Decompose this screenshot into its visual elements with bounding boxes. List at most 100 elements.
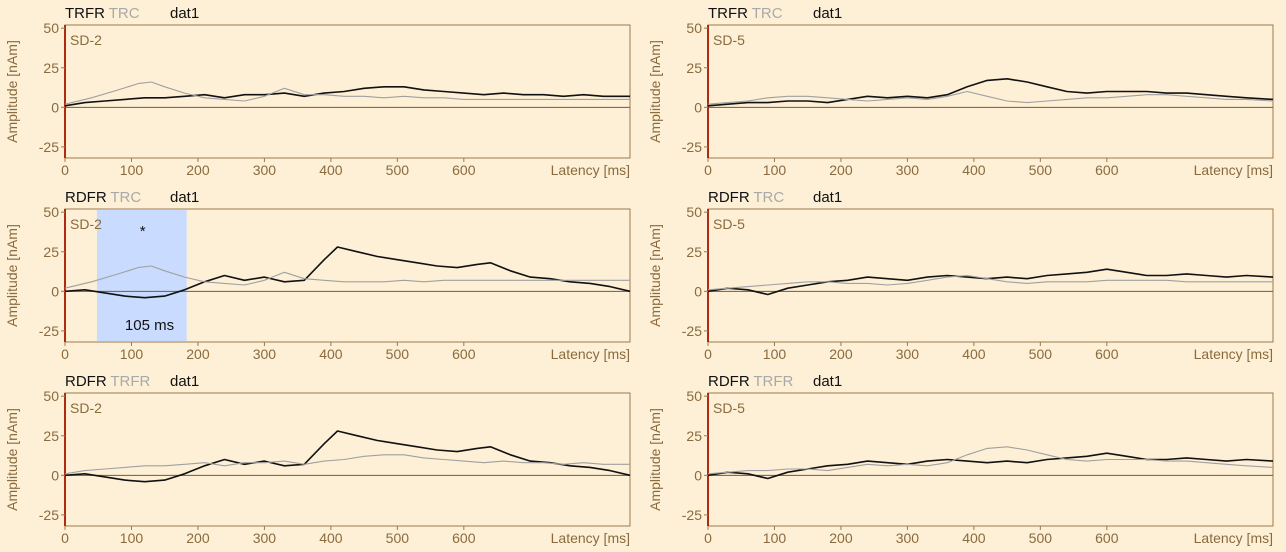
x-tick-label: 400 bbox=[319, 530, 343, 546]
x-tick-label: 200 bbox=[829, 162, 853, 178]
x-tick-label: 0 bbox=[61, 162, 69, 178]
x-tick-label: 300 bbox=[896, 346, 920, 362]
y-tick-label: 25 bbox=[686, 60, 702, 76]
condition-2-label: TRC bbox=[109, 5, 140, 22]
series-line-comparison bbox=[707, 90, 1274, 105]
condition-1-label: RDFR bbox=[65, 189, 107, 206]
x-tick-label: 600 bbox=[452, 162, 476, 178]
source-label: SD-5 bbox=[713, 32, 745, 48]
y-tick-label: -25 bbox=[682, 139, 702, 155]
x-tick-label: 500 bbox=[1029, 346, 1053, 362]
series-line-comparison bbox=[64, 81, 630, 105]
x-axis-label: Latency [ms] bbox=[1194, 162, 1273, 178]
x-tick-label: 600 bbox=[1095, 346, 1119, 362]
x-tick-label: 0 bbox=[704, 162, 712, 178]
series-line-primary bbox=[64, 430, 631, 483]
x-tick-label: 100 bbox=[763, 530, 787, 546]
x-axis-label: Latency [ms] bbox=[551, 162, 630, 178]
x-axis-label: Latency [ms] bbox=[551, 346, 630, 362]
series-line-primary bbox=[707, 78, 1274, 107]
x-tick-label: 300 bbox=[253, 162, 277, 178]
y-axis-label: Amplitude [nAm] bbox=[647, 408, 663, 511]
plot-area bbox=[707, 392, 1274, 527]
x-tick-label: 500 bbox=[386, 530, 410, 546]
series-line-comparison bbox=[707, 274, 1273, 291]
x-tick-label: 100 bbox=[120, 346, 144, 362]
y-tick-label: 0 bbox=[51, 99, 59, 115]
source-label: SD-5 bbox=[713, 216, 745, 232]
dataset-label: dat1 bbox=[170, 189, 199, 206]
x-tick-label: 300 bbox=[253, 346, 277, 362]
x-tick-label: 0 bbox=[61, 530, 69, 546]
x-tick-label: 200 bbox=[186, 530, 210, 546]
x-tick-label: 300 bbox=[253, 530, 277, 546]
x-tick-label: 600 bbox=[1095, 530, 1119, 546]
x-tick-label: 400 bbox=[319, 346, 343, 362]
highlight-duration-label: 105 ms bbox=[125, 317, 174, 334]
condition-1-label: RDFR bbox=[65, 373, 107, 390]
y-tick-label: 50 bbox=[686, 20, 702, 36]
x-tick-label: 300 bbox=[896, 530, 920, 546]
x-tick-label: 400 bbox=[319, 162, 343, 178]
panel-title: RDFR TRC bbox=[708, 189, 784, 206]
x-tick-label: 500 bbox=[386, 162, 410, 178]
series-line-comparison bbox=[64, 265, 630, 289]
dataset-label: dat1 bbox=[170, 373, 199, 390]
y-tick-label: 25 bbox=[43, 60, 59, 76]
x-tick-label: 100 bbox=[120, 530, 144, 546]
series-line-comparison bbox=[64, 454, 630, 475]
dataset-label: dat1 bbox=[813, 373, 842, 390]
plot-area bbox=[707, 24, 1274, 159]
panel-title: TRFR TRC bbox=[65, 5, 140, 22]
series-line-primary bbox=[707, 452, 1274, 480]
y-tick-label: 50 bbox=[43, 20, 59, 36]
source-label: SD-5 bbox=[713, 400, 745, 416]
y-tick-label: -25 bbox=[39, 507, 59, 523]
dataset-label: dat1 bbox=[813, 189, 842, 206]
y-tick-label: 0 bbox=[51, 283, 59, 299]
x-tick-label: 400 bbox=[962, 346, 986, 362]
series-line-primary bbox=[64, 246, 631, 299]
plot-area bbox=[707, 208, 1274, 343]
x-tick-label: 400 bbox=[962, 162, 986, 178]
x-tick-label: 500 bbox=[386, 346, 410, 362]
x-tick-label: 600 bbox=[1095, 162, 1119, 178]
x-tick-label: 200 bbox=[829, 346, 853, 362]
y-tick-label: -25 bbox=[39, 139, 59, 155]
panel-title: RDFR TRC bbox=[65, 189, 141, 206]
x-axis-label: Latency [ms] bbox=[1194, 346, 1273, 362]
dataset-label: dat1 bbox=[170, 5, 199, 22]
y-axis-label: Amplitude [nAm] bbox=[4, 224, 20, 327]
y-tick-label: 50 bbox=[686, 204, 702, 220]
condition-1-label: RDFR bbox=[708, 189, 750, 206]
x-axis-label: Latency [ms] bbox=[1194, 530, 1273, 546]
x-tick-label: 300 bbox=[896, 162, 920, 178]
y-axis-label: Amplitude [nAm] bbox=[647, 224, 663, 327]
x-tick-label: 0 bbox=[704, 346, 712, 362]
x-tick-label: 200 bbox=[186, 162, 210, 178]
y-tick-label: 25 bbox=[686, 244, 702, 260]
y-tick-label: -25 bbox=[39, 323, 59, 339]
y-tick-label: 0 bbox=[694, 283, 702, 299]
x-tick-label: 500 bbox=[1029, 530, 1053, 546]
series-line-comparison bbox=[707, 446, 1274, 475]
y-tick-label: 0 bbox=[694, 99, 702, 115]
y-tick-label: 25 bbox=[43, 428, 59, 444]
y-tick-label: 0 bbox=[694, 467, 702, 483]
x-tick-label: 500 bbox=[1029, 162, 1053, 178]
x-tick-label: 600 bbox=[452, 346, 476, 362]
y-tick-label: 50 bbox=[43, 388, 59, 404]
source-label: SD-2 bbox=[70, 216, 102, 232]
condition-2-label: TRC bbox=[110, 189, 141, 206]
dataset-label: dat1 bbox=[813, 5, 842, 22]
source-label: SD-2 bbox=[70, 400, 102, 416]
y-tick-label: -25 bbox=[682, 507, 702, 523]
condition-2-label: TRC bbox=[752, 5, 783, 22]
y-axis-label: Amplitude [nAm] bbox=[4, 408, 20, 511]
x-tick-label: 100 bbox=[120, 162, 144, 178]
